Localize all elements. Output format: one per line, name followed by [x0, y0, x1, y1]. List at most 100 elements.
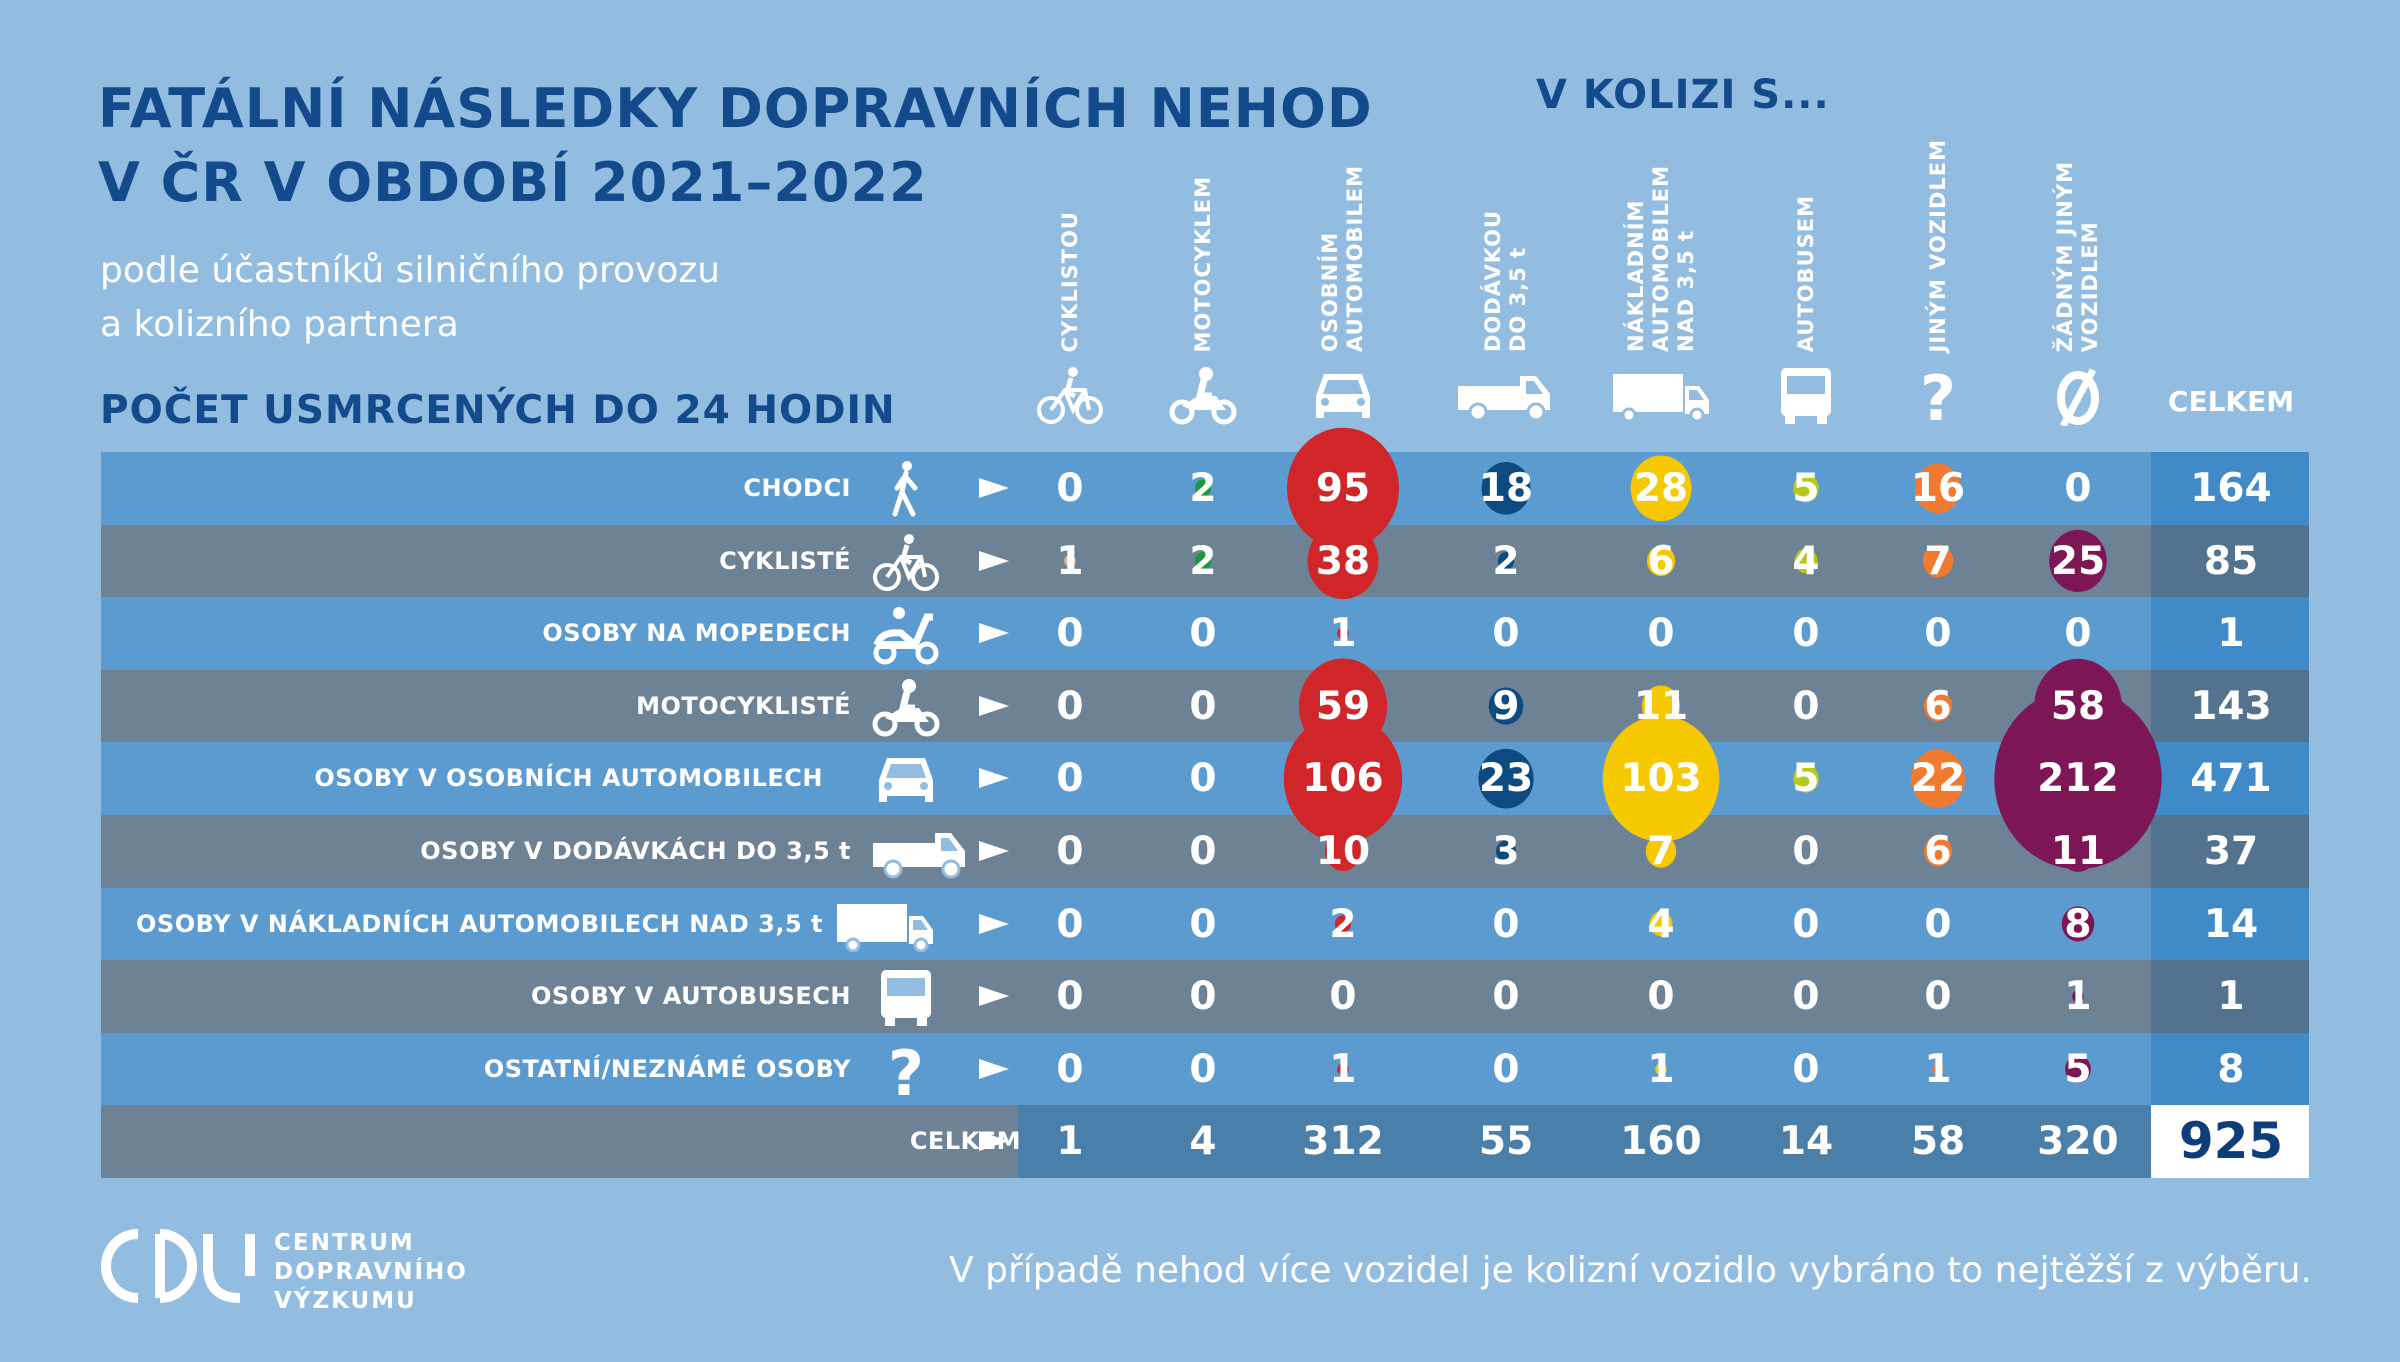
row-label: OSOBY V OSOBNÍCH AUTOMOBILECH — [314, 764, 823, 793]
cell-value: 9 — [1492, 683, 1520, 729]
column-header-line: AUTOMOBILEM — [1343, 164, 1367, 352]
bicycle-icon — [856, 533, 956, 591]
row-total: 85 — [2203, 538, 2259, 584]
column-header: ŽÁDNÝM JINÝM VOZIDLEM — [2053, 161, 2103, 352]
cell-value: 0 — [1792, 1046, 1820, 1092]
total-cell — [2151, 742, 2309, 816]
column-header: OSOBNÍM AUTOMOBILEM — [1318, 165, 1368, 352]
column-header-line: OSOBNÍM — [1318, 231, 1342, 352]
truck-icon — [1611, 372, 1711, 423]
cell-value: 22 — [1910, 756, 1966, 802]
cell-value: 1 — [1924, 1046, 1952, 1092]
row-total: 37 — [2203, 829, 2259, 874]
row-label: OSOBY V AUTOBUSECH — [531, 982, 851, 1011]
column-header-line: DODÁVKOU — [1481, 209, 1505, 352]
cell-value: 312 — [1302, 1119, 1384, 1165]
column-header-line: AUTOBUSEM — [1793, 194, 1818, 352]
cell-value: 5 — [2064, 1046, 2092, 1092]
cell-value: 0 — [1492, 611, 1520, 657]
row-label: MOTOCYKLISTÉ — [636, 691, 851, 720]
cell-value: 4 — [1792, 538, 1820, 584]
cell-value: 0 — [1056, 1046, 1084, 1092]
cell-value: 16 — [1910, 466, 1966, 511]
row-label: OSTATNÍ/NEZNÁMÉ OSOBY — [483, 1054, 851, 1083]
logo-text: CENTRUM DOPRAVNÍHO VÝZKUMU — [274, 1230, 468, 1314]
table-row: OSOBY V NÁKLADNÍCH AUTOMOBILECH NAD 3,5 … — [101, 887, 2309, 961]
cell-value: 0 — [1056, 829, 1084, 874]
cell-value: 1 — [1056, 1119, 1084, 1165]
svg-text:?: ? — [888, 1041, 924, 1101]
column-header-line: NÁKLADNÍM — [1623, 199, 1648, 352]
cell-value: 0 — [2064, 611, 2092, 657]
cell-value: 2 — [1189, 466, 1217, 511]
cell-value: 4 — [1647, 901, 1675, 947]
cell-value: 160 — [1620, 1119, 1702, 1165]
cell-value: 55 — [1478, 1119, 1534, 1165]
row-label: OSOBY NA MOPEDECH — [542, 619, 851, 648]
cell-value: 2 — [1189, 538, 1217, 584]
van-icon — [1456, 372, 1556, 422]
arrow-icon — [979, 841, 1009, 861]
cell-value: 1 — [1647, 1046, 1675, 1092]
cell-value: 0 — [1056, 683, 1084, 729]
total-cell — [2151, 452, 2309, 525]
cell-value: 0 — [1792, 974, 1820, 1020]
arrow-icon — [979, 695, 1009, 716]
column-header: CYKLISTOU — [1058, 211, 1083, 352]
cell-value: 11 — [1633, 683, 1689, 729]
cell-value: 95 — [1315, 466, 1371, 511]
cell-value: 5 — [1792, 756, 1820, 802]
column-header: AUTOBUSEM — [1794, 195, 1819, 352]
column-header: NÁKLADNÍM AUTOMOBILEM NAD 3,5 t — [1624, 165, 1699, 352]
motorcycle-icon — [1168, 366, 1238, 426]
cell-value: 0 — [1056, 974, 1084, 1020]
cell-value: 320 — [2037, 1119, 2119, 1165]
arrow-icon — [979, 768, 1009, 789]
subtitle: podle účastníků silničního provozu a kol… — [100, 250, 721, 345]
total-cell — [2151, 669, 2309, 743]
cell-value: 6 — [1647, 538, 1675, 584]
cell-value: 0 — [1647, 974, 1675, 1020]
row-total: 14 — [2203, 901, 2259, 947]
pedestrian-icon — [856, 460, 956, 517]
cell-value: 0 — [1056, 466, 1084, 511]
question-icon: ? — [1903, 362, 1973, 435]
cell-value: 11 — [2050, 829, 2106, 874]
cell-value: 0 — [1329, 974, 1357, 1020]
cell-value: 1 — [1329, 1046, 1357, 1092]
cell-value: 0 — [1056, 901, 1084, 947]
total-cell — [2151, 1032, 2309, 1106]
cell-value: 0 — [1492, 1046, 1520, 1092]
cell-value: 10 — [1315, 829, 1371, 874]
truck-icon — [835, 902, 935, 959]
car-icon — [856, 750, 956, 807]
row-total: 1 — [2217, 974, 2245, 1020]
row-total: 8 — [2217, 1046, 2245, 1092]
column-header: JINÝM VOZIDLEM — [1926, 139, 1951, 352]
none-icon — [2043, 366, 2113, 428]
arrow-icon — [979, 1131, 1009, 1152]
cdv-logo — [101, 1229, 255, 1303]
cell-value: 0 — [1792, 829, 1820, 874]
cell-value: 1 — [2064, 974, 2092, 1020]
cell-value: 0 — [1924, 974, 1952, 1020]
bus-icon — [1771, 366, 1841, 426]
count-label: POČET USMRCENÝCH DO 24 HODIN — [100, 388, 896, 433]
cell-value: 0 — [1189, 683, 1217, 729]
cell-value: 7 — [1924, 538, 1952, 584]
column-header: MOTOCYKLEM — [1191, 176, 1216, 352]
arrow-icon — [979, 913, 1009, 934]
arrow-icon — [979, 1058, 1009, 1079]
cell-value: 212 — [2037, 756, 2119, 802]
cell-value: 58 — [1910, 1119, 1966, 1165]
total-cell — [2151, 597, 2309, 671]
row-label: OSOBY V NÁKLADNÍCH AUTOMOBILECH NAD 3,5 … — [136, 909, 823, 938]
svg-text:?: ? — [1920, 366, 1956, 426]
footer-note: V případě nehod více vozidel je kolizní … — [949, 1250, 2312, 1291]
van-icon — [871, 829, 971, 886]
row-total: 1 — [2217, 611, 2245, 657]
cell-value: 5 — [1792, 466, 1820, 511]
cell-value: 0 — [2064, 466, 2092, 511]
totals-band — [1018, 1105, 2151, 1179]
cell-value: 38 — [1315, 538, 1371, 584]
